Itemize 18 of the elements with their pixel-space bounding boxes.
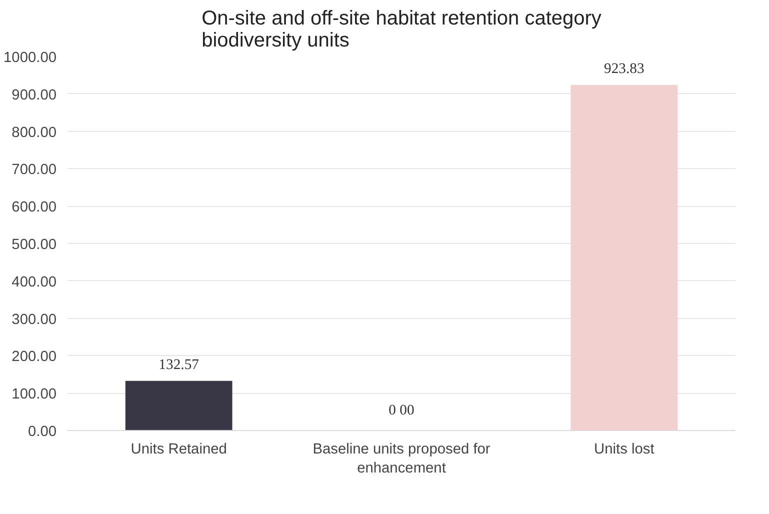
data-label: 0 00 <box>388 402 414 418</box>
y-tick-label: 100.00 <box>12 386 56 403</box>
x-tick-label: Units lost <box>594 442 654 458</box>
data-label: 923.83 <box>604 60 644 77</box>
x-tick-label: Units Retained <box>130 442 227 458</box>
chart-title: On-site and off-site habitat retention category biodiversity units <box>202 8 602 52</box>
y-tick-label: 0.00 <box>28 424 57 440</box>
y-tick-label: 400.00 <box>12 274 56 290</box>
y-tick-label: 300.00 <box>12 312 56 328</box>
y-tick-label: 200.00 <box>12 349 56 366</box>
y-tick-label: 700.00 <box>12 162 56 178</box>
y-tick-label: 800.00 <box>12 124 56 141</box>
y-tick-label: 1000.00 <box>4 50 57 66</box>
y-tick-label: 500.00 <box>12 237 56 253</box>
x-tick-label: Baseline units proposed for enhancement <box>312 442 490 477</box>
y-tick-label: 900.00 <box>12 87 56 104</box>
y-tick-label: 600.00 <box>12 200 56 216</box>
data-label: 132.57 <box>158 356 199 373</box>
